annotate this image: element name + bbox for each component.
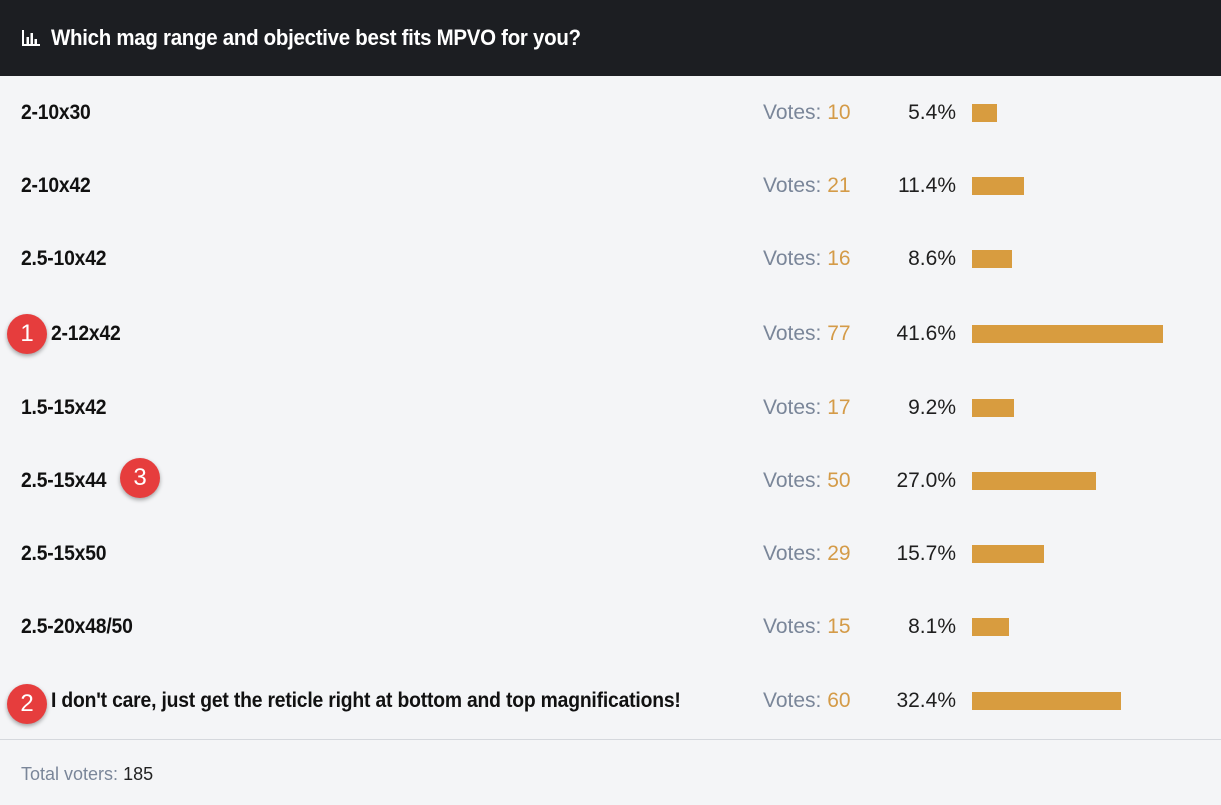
- vote-bar-fill: [972, 177, 1024, 195]
- option-label: 2.5-20x48/50: [21, 615, 133, 638]
- poll-option-row: 2.5-15x50 Votes: 29 15.7%: [0, 534, 1221, 574]
- vote-bar-fill: [972, 472, 1096, 490]
- votes-count: Votes: 15: [763, 615, 851, 638]
- votes-count: Votes: 77: [763, 322, 851, 345]
- vote-percent: 41.6%: [896, 322, 956, 345]
- poll-option-row: I don't care, just get the reticle right…: [0, 681, 1221, 721]
- vote-bar-fill: [972, 399, 1014, 417]
- poll-option-row: 2.5-20x48/50 Votes: 15 8.1%: [0, 607, 1221, 647]
- poll-option-row: 2.5-10x42 Votes: 16 8.6%: [0, 239, 1221, 279]
- option-label: 1.5-15x42: [21, 396, 107, 419]
- option-label: 2.5-10x42: [21, 247, 107, 270]
- vote-percent: 8.6%: [908, 247, 956, 270]
- votes-count: Votes: 60: [763, 689, 851, 712]
- vote-bar: [972, 545, 1202, 563]
- total-voters-count: 185: [123, 764, 154, 784]
- poll-option-row: 2-12x42 Votes: 77 41.6%: [0, 314, 1221, 354]
- vote-bar: [972, 177, 1202, 195]
- vote-bar-fill: [972, 545, 1044, 563]
- annotation-badge-3: 3: [120, 458, 160, 498]
- option-label: I don't care, just get the reticle right…: [51, 689, 681, 712]
- vote-bar: [972, 472, 1202, 490]
- vote-bar-fill: [972, 250, 1012, 268]
- option-label: 2.5-15x44: [21, 469, 107, 492]
- poll-title: Which mag range and objective best fits …: [51, 25, 581, 50]
- annotation-badge-2: 2: [7, 684, 47, 724]
- vote-bar-fill: [972, 325, 1163, 343]
- poll-option-row: 1.5-15x42 Votes: 17 9.2%: [0, 388, 1221, 428]
- option-label: 2-10x42: [21, 174, 91, 197]
- votes-count: Votes: 29: [763, 542, 851, 565]
- votes-count: Votes: 10: [763, 101, 851, 124]
- option-label: 2.5-15x50: [21, 542, 107, 565]
- vote-bar-fill: [972, 692, 1121, 710]
- votes-count: Votes: 17: [763, 396, 851, 419]
- vote-percent: 15.7%: [896, 542, 956, 565]
- vote-bar: [972, 325, 1202, 343]
- vote-bar: [972, 692, 1202, 710]
- votes-count: Votes: 16: [763, 247, 851, 270]
- vote-bar: [972, 250, 1202, 268]
- vote-bar: [972, 618, 1202, 636]
- poll-option-row: 2-10x42 Votes: 21 11.4%: [0, 166, 1221, 206]
- vote-percent: 5.4%: [908, 101, 956, 124]
- annotation-badge-1: 1: [7, 314, 47, 354]
- votes-count: Votes: 50: [763, 469, 851, 492]
- poll-option-row: 2-10x30 Votes: 10 5.4%: [0, 93, 1221, 133]
- vote-bar-fill: [972, 104, 997, 122]
- vote-percent: 8.1%: [908, 615, 956, 638]
- poll-header: Which mag range and objective best fits …: [0, 0, 1221, 76]
- votes-count: Votes: 21: [763, 174, 851, 197]
- option-label: 2-12x42: [51, 322, 121, 345]
- total-voters-label: Total voters:: [21, 764, 119, 784]
- poll-option-row: 2.5-15x44 Votes: 50 27.0%: [0, 461, 1221, 501]
- footer-divider: [0, 739, 1221, 740]
- vote-bar-fill: [972, 618, 1009, 636]
- vote-bar: [972, 104, 1202, 122]
- option-label: 2-10x30: [21, 101, 91, 124]
- vote-bar: [972, 399, 1202, 417]
- vote-percent: 27.0%: [896, 469, 956, 492]
- vote-percent: 32.4%: [896, 689, 956, 712]
- total-voters: Total voters: 185: [21, 764, 153, 785]
- bar-chart-icon: [22, 30, 40, 46]
- vote-percent: 11.4%: [898, 174, 956, 197]
- vote-percent: 9.2%: [908, 396, 956, 419]
